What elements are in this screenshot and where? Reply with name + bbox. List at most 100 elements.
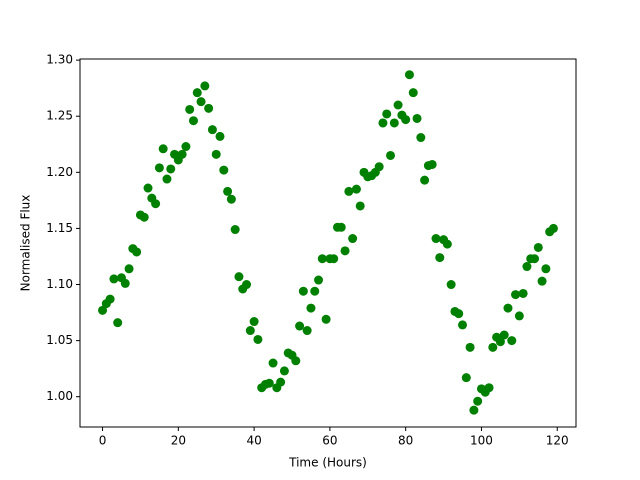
point (253, 334, 263, 344)
point (139, 212, 149, 222)
point (98, 305, 108, 315)
point (518, 288, 528, 298)
point (177, 149, 187, 159)
point (420, 175, 430, 185)
x-tick-label: 120 (546, 434, 569, 448)
point (302, 326, 312, 336)
point (219, 165, 229, 175)
point (382, 109, 392, 119)
x-axis-label: Time (Hours) (288, 456, 367, 470)
point (310, 286, 320, 296)
point (393, 100, 403, 110)
point (514, 311, 524, 321)
point (389, 118, 399, 128)
point (264, 378, 274, 388)
point (154, 163, 164, 173)
point (211, 149, 221, 159)
point (120, 278, 130, 288)
point (465, 342, 475, 352)
point (473, 396, 483, 406)
point (223, 186, 233, 196)
point (181, 142, 191, 152)
point (207, 125, 217, 135)
x-tick-label: 80 (398, 434, 413, 448)
point (340, 246, 350, 256)
point (226, 194, 236, 204)
x-tick-label: 20 (171, 434, 186, 448)
point (268, 358, 278, 368)
point (295, 321, 305, 331)
y-tick-label: 1.30 (46, 53, 73, 67)
point (166, 164, 176, 174)
point (416, 133, 426, 143)
y-tick-label: 1.00 (46, 389, 73, 403)
point (548, 223, 558, 233)
point (291, 356, 301, 366)
point (249, 317, 259, 327)
point (113, 318, 123, 328)
point (279, 366, 289, 376)
point (215, 131, 225, 141)
x-tick-label: 40 (246, 434, 261, 448)
point (196, 97, 206, 107)
point (200, 81, 210, 91)
point (143, 183, 153, 193)
point (234, 272, 244, 282)
point (427, 159, 437, 169)
point (317, 254, 327, 264)
point (484, 383, 494, 393)
point (245, 326, 255, 336)
point (192, 88, 202, 98)
point (185, 104, 195, 114)
x-tick-label: 0 (99, 434, 107, 448)
point (404, 70, 414, 80)
point (151, 199, 161, 209)
point (401, 115, 411, 125)
point (461, 373, 471, 383)
point (242, 280, 252, 290)
point (344, 186, 354, 196)
point (378, 118, 388, 128)
point (533, 242, 543, 252)
x-tick-label: 60 (322, 434, 337, 448)
y-tick-label: 1.05 (46, 333, 73, 347)
point (355, 201, 365, 211)
point (511, 290, 521, 300)
point (374, 162, 384, 172)
point (454, 309, 464, 319)
y-tick-label: 1.25 (46, 109, 73, 123)
point (499, 330, 509, 340)
point (162, 174, 172, 184)
point (188, 116, 198, 126)
point (124, 264, 134, 274)
point (495, 337, 505, 347)
y-tick-label: 1.20 (46, 165, 73, 179)
point (537, 276, 547, 286)
point (105, 294, 115, 304)
point (488, 342, 498, 352)
point (541, 264, 551, 274)
point (204, 103, 214, 113)
point (314, 275, 324, 285)
point (336, 222, 346, 232)
point (321, 314, 331, 324)
point (351, 184, 361, 194)
point (306, 303, 316, 313)
point (530, 254, 540, 264)
point (408, 88, 418, 98)
y-axis-label: Normalised Flux (19, 195, 33, 292)
point (469, 405, 479, 415)
point (132, 247, 142, 257)
point (109, 274, 119, 284)
point (230, 225, 240, 235)
point (446, 280, 456, 290)
plot-frame (79, 58, 577, 428)
x-tick-label: 100 (470, 434, 493, 448)
point (348, 234, 358, 244)
point (386, 150, 396, 160)
point (503, 303, 513, 313)
point (276, 377, 286, 387)
point (442, 239, 452, 249)
y-tick-label: 1.15 (46, 221, 73, 235)
point (435, 253, 445, 263)
